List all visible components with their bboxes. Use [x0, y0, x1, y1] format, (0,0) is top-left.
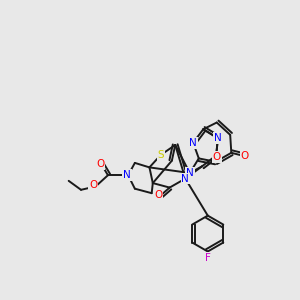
Text: O: O: [154, 190, 163, 200]
Text: N: N: [182, 174, 189, 184]
Text: O: O: [213, 152, 221, 162]
Text: O: O: [241, 151, 249, 161]
Text: O: O: [89, 180, 98, 190]
Text: N: N: [123, 170, 131, 180]
Text: O: O: [96, 159, 104, 169]
Text: S: S: [157, 150, 164, 160]
Text: N: N: [189, 138, 197, 148]
Text: F: F: [205, 253, 211, 263]
Text: N: N: [186, 168, 194, 178]
Text: N: N: [214, 133, 222, 143]
